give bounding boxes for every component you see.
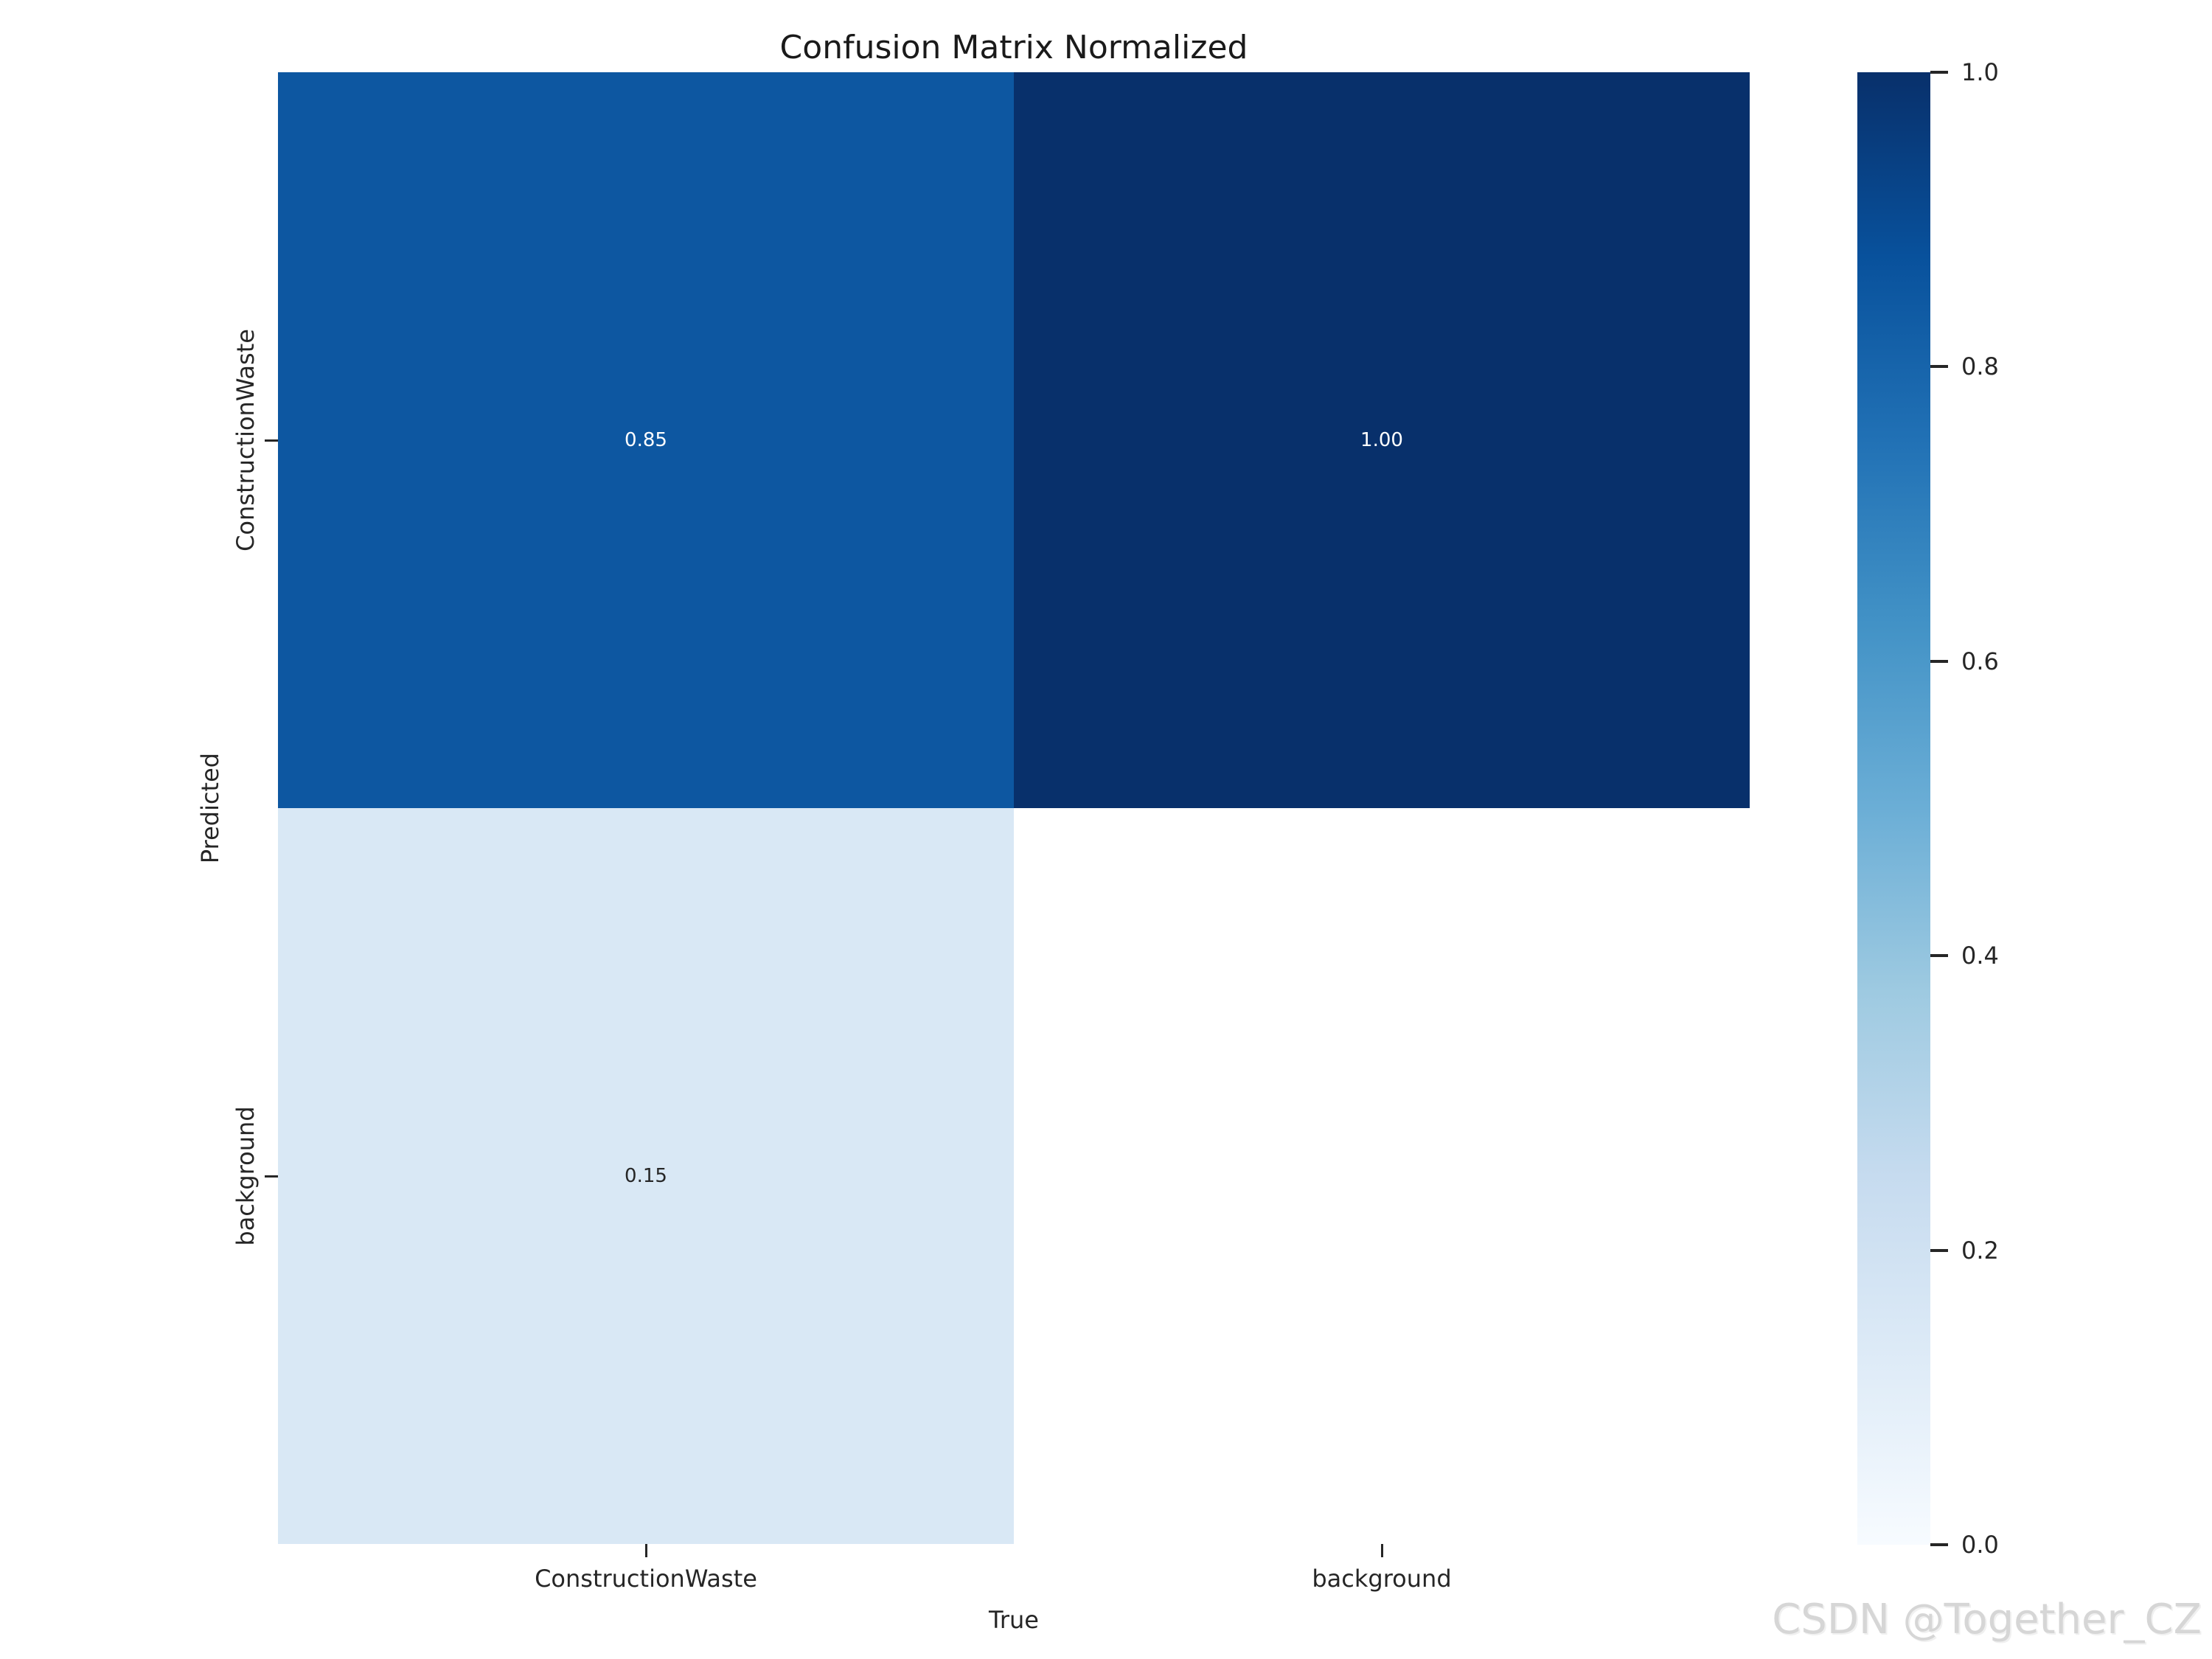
colorbar-tick-label-0.6: 0.6 — [1961, 647, 1999, 675]
y-tick-mark — [265, 439, 278, 442]
chart-title: Confusion Matrix Normalized — [779, 29, 1248, 66]
x-axis-label: True — [989, 1606, 1039, 1634]
y-tick-mark — [265, 1175, 278, 1178]
x-tick-mark — [1381, 1544, 1383, 1557]
colorbar-tick-mark — [1930, 1543, 1948, 1546]
heatmap-cell-background-ConstructionWaste: 0.15 — [278, 808, 1014, 1544]
heatmap-cell-background-background — [1014, 808, 1750, 1544]
colorbar-tick-mark — [1930, 659, 1948, 663]
colorbar-tick-mark — [1930, 365, 1948, 369]
heatmap-cell-ConstructionWaste-background: 1.00 — [1014, 72, 1750, 808]
colorbar-tick-label-0.2: 0.2 — [1961, 1236, 1999, 1265]
colorbar-tick-label-1.0: 1.0 — [1961, 58, 1999, 86]
colorbar-tick-mark — [1930, 954, 1948, 958]
x-tick-mark — [645, 1544, 647, 1557]
confusion-matrix-heatmap: 0.85 1.00 0.15 — [278, 72, 1750, 1544]
y-tick-label-ConstructionWaste: ConstructionWaste — [232, 329, 260, 552]
watermark-text: CSDN @Together_CZ — [1772, 1596, 2202, 1644]
colorbar-tick-label-0.4: 0.4 — [1961, 942, 1999, 970]
colorbar-tick-label-0.8: 0.8 — [1961, 352, 1999, 381]
colorbar-tick-mark — [1930, 1248, 1948, 1252]
colorbar-tick-mark — [1930, 71, 1948, 74]
heatmap-cell-ConstructionWaste-ConstructionWaste: 0.85 — [278, 72, 1014, 808]
cell-value: 1.00 — [1360, 429, 1403, 451]
cell-value: 0.85 — [625, 429, 667, 451]
colorbar-tick-label-0.0: 0.0 — [1961, 1531, 1999, 1559]
colorbar — [1857, 72, 1930, 1545]
y-tick-label-background: background — [232, 1106, 260, 1246]
x-tick-label-ConstructionWaste: ConstructionWaste — [535, 1565, 757, 1593]
x-tick-label-background: background — [1312, 1565, 1452, 1593]
y-axis-label: Predicted — [196, 752, 224, 864]
cell-value: 0.15 — [625, 1165, 667, 1187]
